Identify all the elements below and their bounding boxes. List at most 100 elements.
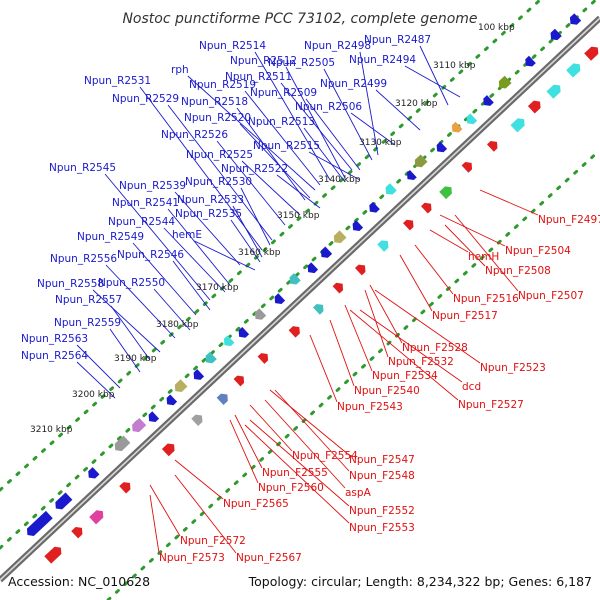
forward-gene-label: Npun_F2555 bbox=[262, 467, 328, 479]
reverse-leader-line bbox=[323, 68, 373, 161]
reverse-leader-line bbox=[232, 205, 263, 258]
reverse-leader-line bbox=[105, 264, 176, 339]
forward-gene-label: Npun_F2532 bbox=[388, 356, 454, 368]
forward-leader-line bbox=[364, 289, 389, 358]
forward-leader-line bbox=[249, 419, 350, 507]
reverse-gene-label: hemE bbox=[172, 229, 202, 241]
reverse-strand-gene bbox=[174, 379, 188, 393]
scale-tick-label: 3110 kbp bbox=[433, 61, 476, 71]
scale-tick-label: 3160 kbp bbox=[238, 248, 281, 258]
dotted-track bbox=[106, 148, 600, 600]
scale-tick-label: 3180 kbp bbox=[156, 320, 199, 330]
reverse-leader-line bbox=[239, 123, 311, 199]
reverse-strand-gene bbox=[320, 246, 333, 258]
reverse-strand-gene bbox=[483, 95, 494, 106]
reverse-leader-line bbox=[404, 65, 461, 98]
reverse-leader-line bbox=[285, 66, 346, 179]
reverse-gene-label: Npun_R2549 bbox=[77, 231, 144, 243]
forward-gene-labels: Npun_F2497 Npun_F2504 hemH Npun_F2508 Npun_F… bbox=[159, 214, 600, 564]
forward-gene-label: Npun_F2507 bbox=[518, 290, 584, 302]
reverse-leader-line bbox=[76, 344, 121, 389]
reverse-leader-line bbox=[104, 173, 211, 301]
forward-gene-label: Npun_F2553 bbox=[349, 522, 415, 534]
genome-title: Nostoc punctiforme PCC 73102, complete g… bbox=[122, 11, 477, 27]
forward-gene-label: Npun_F2552 bbox=[349, 505, 415, 517]
label-leaders bbox=[76, 45, 539, 554]
reverse-gene-label: Npun_R2559 bbox=[54, 317, 121, 329]
forward-gene-label: aspA bbox=[345, 487, 372, 499]
reverse-gene-label: Npun_R2544 bbox=[108, 216, 175, 228]
forward-strand-gene bbox=[288, 326, 300, 338]
forward-leader-line bbox=[269, 389, 350, 456]
forward-gene-label: Npun_F2567 bbox=[236, 552, 302, 564]
forward-leader-line bbox=[359, 309, 463, 383]
reverse-gene-label: Npun_R2513 bbox=[248, 116, 315, 128]
forward-strand-gene bbox=[119, 482, 131, 494]
scale-tick-label: 3150 kbp bbox=[277, 211, 320, 221]
reverse-gene-label: Npun_R2505 bbox=[268, 57, 335, 69]
forward-strand-gene bbox=[332, 282, 344, 294]
forward-leader-line bbox=[479, 189, 539, 216]
reverse-gene-label: Npun_R2509 bbox=[250, 87, 317, 99]
reverse-strand-gene bbox=[55, 492, 73, 510]
reverse-leader-line bbox=[153, 288, 191, 331]
scale-tick-label: 3170 kbp bbox=[196, 283, 239, 293]
reverse-strand-gene bbox=[414, 154, 428, 168]
forward-leader-line bbox=[234, 414, 263, 469]
reverse-gene-label: Npun_R2530 bbox=[185, 176, 252, 188]
reverse-gene-label: Npun_R2512 bbox=[230, 55, 297, 67]
forward-strand-gene bbox=[312, 304, 324, 315]
reverse-strand-gene bbox=[223, 335, 235, 347]
forward-gene-label: Npun_F2528 bbox=[402, 342, 468, 354]
reverse-strand-gene bbox=[132, 417, 147, 433]
reverse-gene-label: Npun_R2511 bbox=[225, 71, 292, 83]
reverse-gene-label: Npun_R2499 bbox=[320, 78, 387, 90]
forward-leader-line bbox=[309, 334, 338, 403]
forward-gene-label: Npun_F2516 bbox=[453, 293, 519, 305]
forward-strand-gene bbox=[44, 546, 62, 564]
reverse-strand-gene bbox=[466, 113, 478, 125]
reverse-gene-label: Npun_R2531 bbox=[84, 75, 151, 87]
reverse-gene-label: Npun_R2550 bbox=[98, 277, 165, 289]
reverse-strand-gene bbox=[88, 467, 100, 479]
genome-backbone bbox=[0, 15, 600, 583]
forward-gene-label: Npun_F2543 bbox=[337, 401, 403, 413]
reverse-leader-line bbox=[167, 104, 273, 241]
forward-strand-gene bbox=[377, 240, 389, 252]
forward-gene-label: hemH bbox=[468, 251, 499, 263]
forward-strand-gene bbox=[233, 375, 245, 387]
reverse-gene-label: Npun_R2533 bbox=[177, 194, 244, 206]
forward-leader-line bbox=[329, 319, 355, 387]
reverse-gene-label: Npun_R2557 bbox=[55, 294, 122, 306]
forward-leader-line bbox=[349, 309, 459, 401]
reverse-strand-gene bbox=[352, 220, 364, 231]
reverse-gene-label: Npun_R2541 bbox=[112, 197, 179, 209]
reverse-gene-label: Npun_R2529 bbox=[112, 93, 179, 105]
forward-gene-label: Npun_F2565 bbox=[223, 498, 289, 510]
forward-leader-line bbox=[454, 214, 519, 292]
gene-features bbox=[26, 13, 599, 564]
reverse-leader-line bbox=[109, 328, 141, 373]
reverse-gene-label: Npun_R2539 bbox=[119, 180, 186, 192]
reverse-leader-line bbox=[244, 90, 321, 186]
reverse-leader-line bbox=[359, 51, 379, 156]
reverse-leader-line bbox=[419, 45, 449, 106]
scale-tick-label: 3120 kbp bbox=[395, 99, 438, 109]
reverse-leader-line bbox=[76, 361, 116, 399]
reverse-strand-gene bbox=[550, 28, 562, 41]
reverse-gene-label: Npun_R2514 bbox=[199, 40, 266, 52]
reverse-strand-gene bbox=[193, 369, 205, 380]
forward-strand-gene bbox=[216, 393, 228, 405]
reverse-leader-line bbox=[194, 240, 256, 271]
reverse-leader-line bbox=[92, 289, 161, 353]
forward-leader-line bbox=[369, 284, 403, 344]
reverse-strand-gene bbox=[451, 121, 463, 133]
forward-leader-line bbox=[439, 214, 506, 247]
reverse-leader-line bbox=[139, 86, 263, 251]
scale-tick-label: 3130 kbp bbox=[359, 138, 402, 148]
reverse-gene-label: rph bbox=[171, 64, 189, 76]
forward-strand-gene bbox=[420, 202, 432, 214]
forward-leader-line bbox=[344, 304, 373, 372]
